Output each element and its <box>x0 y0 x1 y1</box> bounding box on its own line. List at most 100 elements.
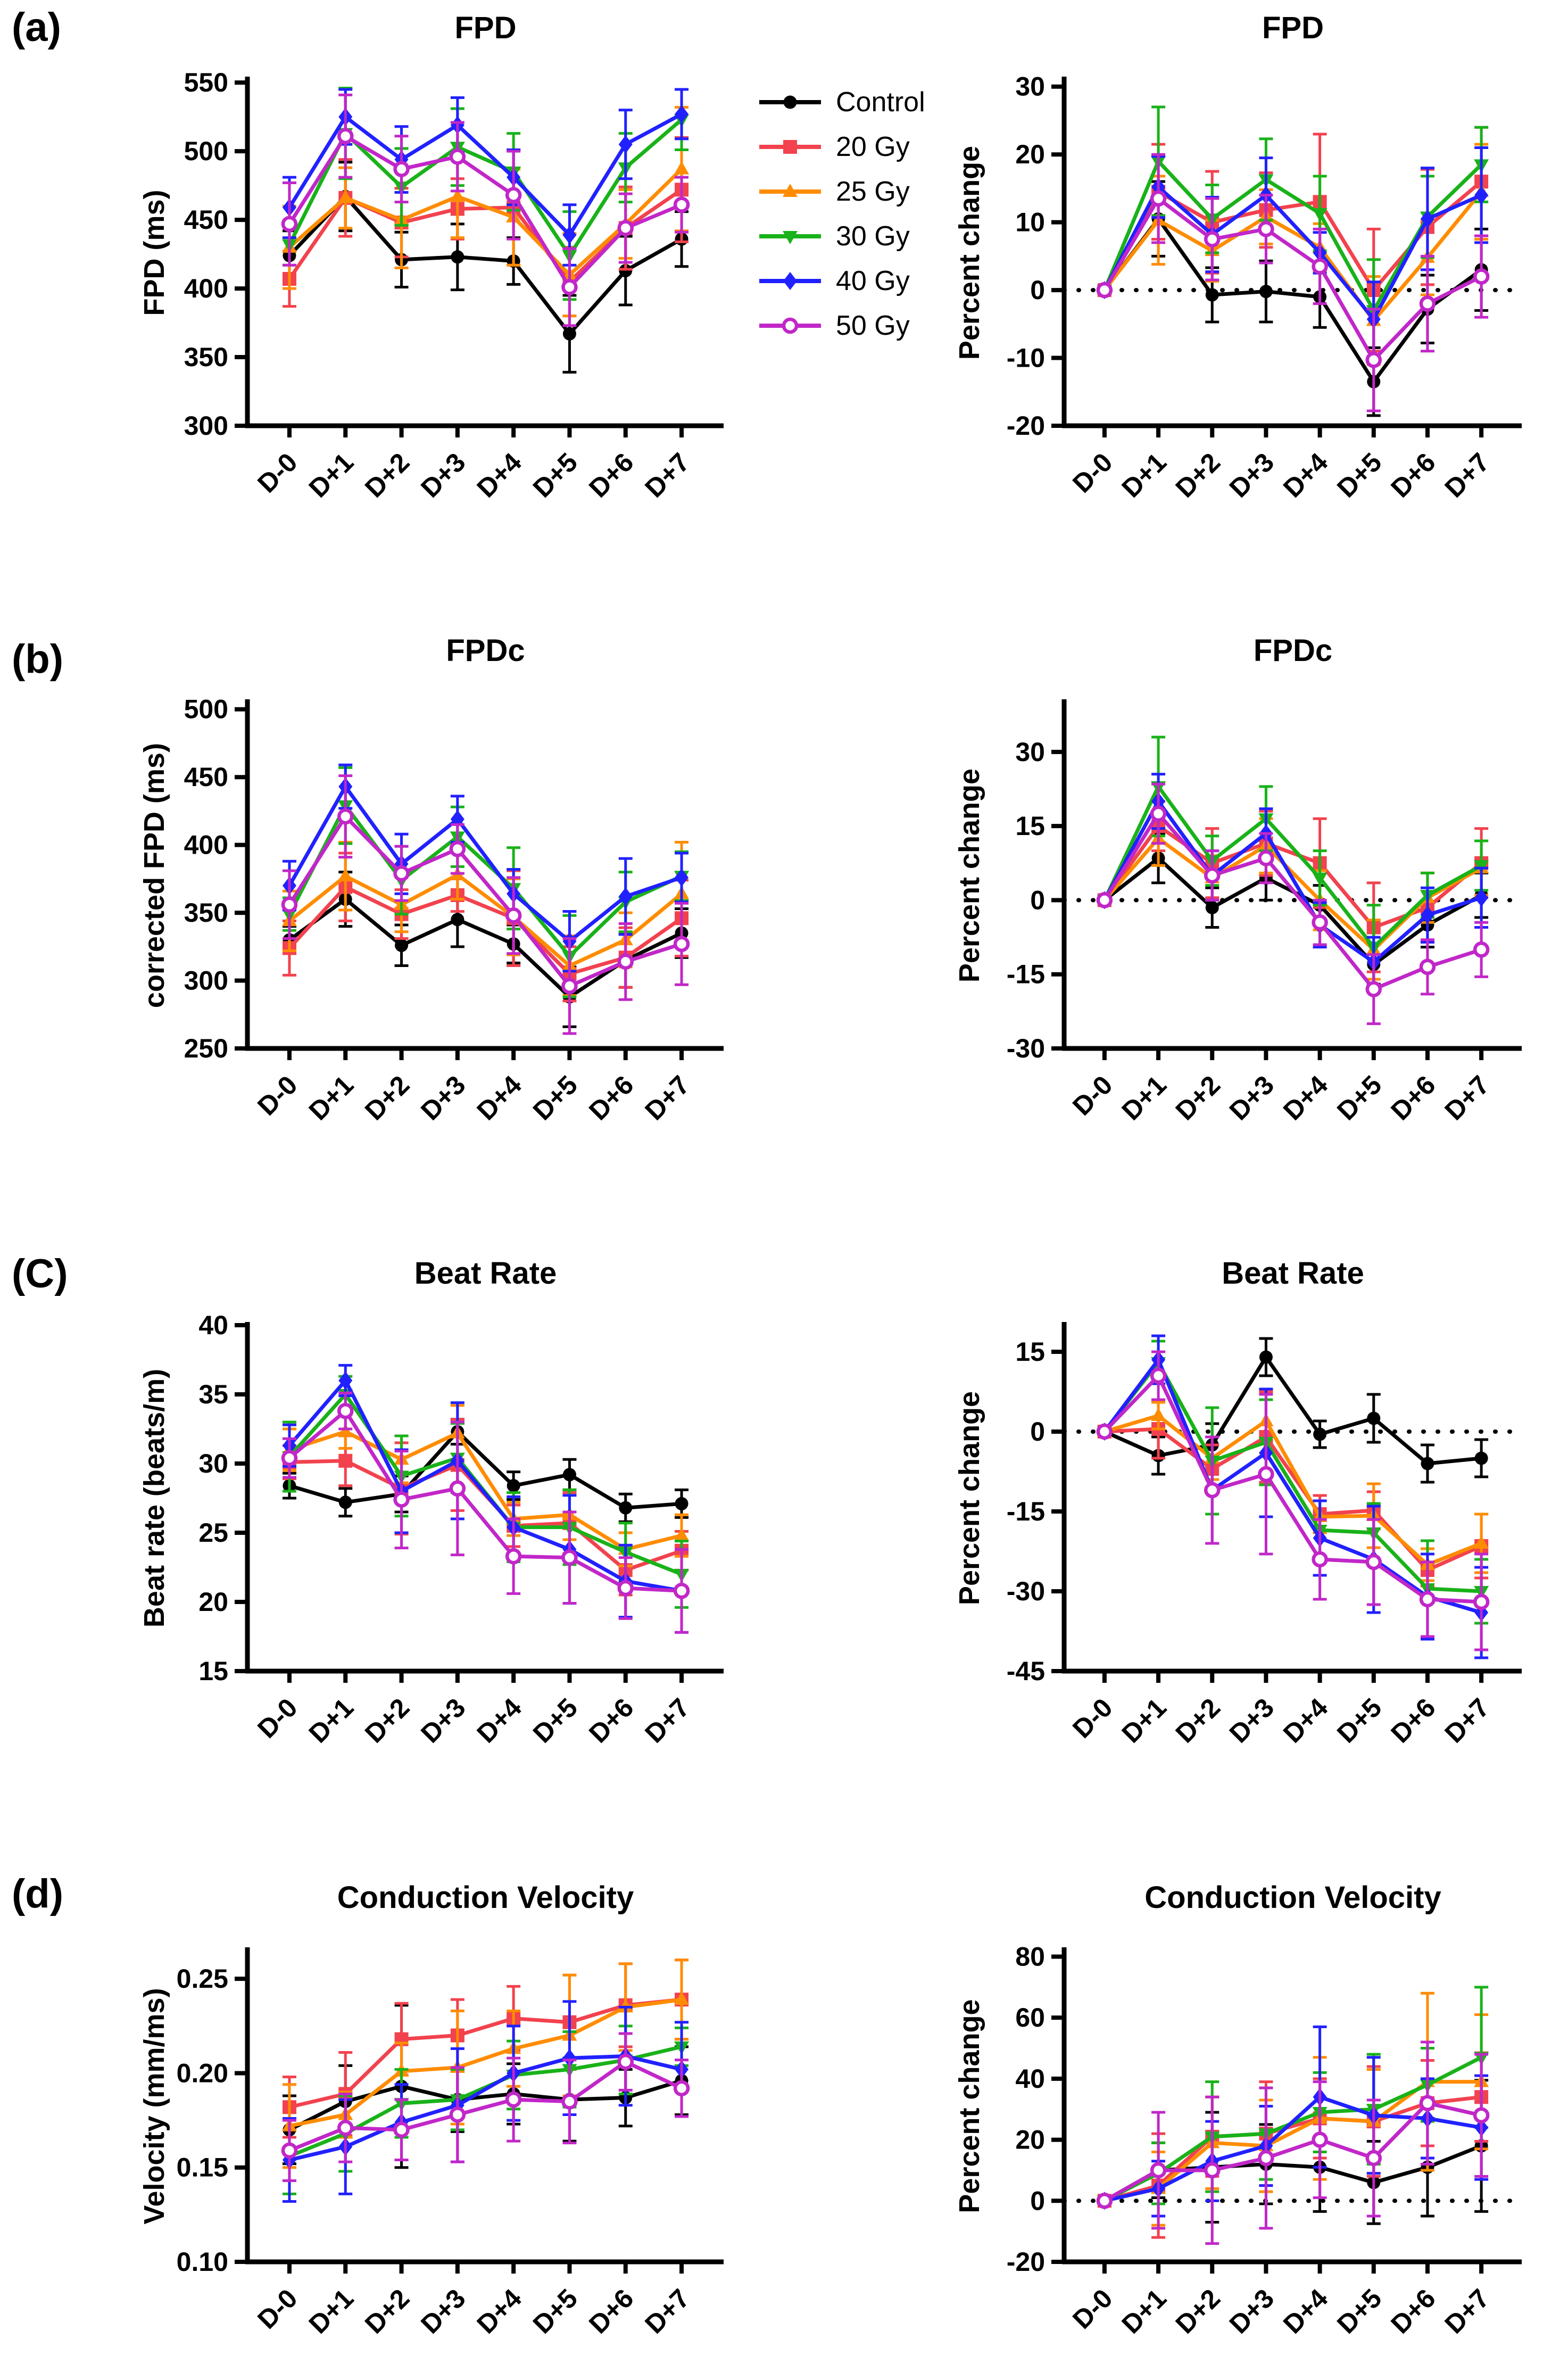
data-point-marker <box>561 1549 578 1566</box>
data-point-marker <box>1473 2107 1490 2123</box>
x-tick-label: D+4 <box>471 2283 527 2340</box>
data-point-marker <box>281 896 298 913</box>
data-point-marker <box>673 1582 690 1599</box>
x-tick-label: D+1 <box>303 447 359 503</box>
legend-label: 30 Gy <box>836 221 910 252</box>
data-point-marker <box>1259 285 1273 299</box>
data-point-marker <box>1473 1593 1490 1610</box>
data-point-marker <box>1204 2162 1221 2179</box>
data-point-marker <box>1150 190 1167 207</box>
x-tick-label: D+2 <box>1170 1070 1226 1126</box>
data-point-marker <box>561 279 578 295</box>
data-point-marker <box>1473 268 1490 285</box>
data-point-marker <box>1150 1367 1167 1384</box>
y-tick-label: 15 <box>1015 1337 1045 1367</box>
chart-title: FPD <box>1262 11 1324 45</box>
y-tick-label: 500 <box>184 695 228 724</box>
data-point-marker <box>395 938 409 952</box>
y-tick-label: 20 <box>1015 139 1045 169</box>
x-tick-label: D+6 <box>583 1692 639 1748</box>
data-point-marker <box>617 953 634 970</box>
data-point-marker <box>1419 958 1436 976</box>
data-point-marker <box>1151 1408 1166 1421</box>
data-point-marker <box>505 1548 522 1565</box>
data-point-marker <box>449 2106 466 2123</box>
panel-label-b: (b) <box>12 637 64 682</box>
legend-marker-icon <box>759 231 821 244</box>
data-point-marker <box>1258 850 1274 866</box>
x-tick-label: D+7 <box>1439 2283 1495 2339</box>
data-point-marker <box>1421 1457 1434 1470</box>
series-line <box>287 112 683 237</box>
data-point-marker <box>393 865 410 882</box>
data-point-marker <box>1365 2150 1382 2167</box>
series-line <box>1104 2095 1482 2203</box>
series-line <box>1104 1355 1482 1466</box>
chart-title: Beat Rate <box>1222 1256 1364 1291</box>
y-tick-label: 60 <box>1015 2003 1045 2032</box>
chart-title: FPDc <box>1254 633 1332 668</box>
y-tick-label: 550 <box>184 68 228 97</box>
data-point-marker <box>618 135 633 154</box>
y-tick-label: 30 <box>1015 737 1045 767</box>
chart-conduction-velocity-absolute: Conduction Velocity Velocity (mm/ms)0.10 0… <box>138 1880 724 2340</box>
data-point-marker <box>338 1424 353 1437</box>
data-point-marker <box>618 887 633 906</box>
series-line <box>288 168 683 277</box>
series-line <box>288 134 683 289</box>
y-tick-label: 35 <box>198 1379 228 1409</box>
data-point-marker <box>337 808 354 825</box>
data-point-marker <box>449 148 466 165</box>
y-axis-label: Percent change <box>953 1391 985 1605</box>
series-line <box>289 1997 682 2128</box>
x-tick-label: D+7 <box>1439 447 1495 503</box>
y-tick-label: -10 <box>1007 343 1045 373</box>
x-tick-label: D+4 <box>471 1070 527 1126</box>
data-point-marker <box>561 978 578 994</box>
data-point-marker <box>617 1580 634 1597</box>
data-point-marker <box>337 2120 354 2136</box>
x-tick-label: D+2 <box>1170 2283 1226 2339</box>
x-tick-label: D-0 <box>1067 1692 1118 1744</box>
data-point-marker <box>1473 941 1490 958</box>
data-point-marker <box>1474 186 1489 204</box>
legend-item-20-gy: 20 Gy <box>758 125 925 169</box>
y-tick-label: 0.20 <box>177 2058 228 2088</box>
chart-title: Beat Rate <box>414 1256 557 1291</box>
y-axis-label: Percent change <box>953 146 985 360</box>
data-point-marker <box>675 105 689 123</box>
data-point-marker <box>1205 900 1219 914</box>
x-tick-label: D+6 <box>1385 447 1441 503</box>
data-point-marker <box>562 327 576 341</box>
y-tick-label: 20 <box>198 1587 228 1617</box>
data-point-marker <box>505 2091 522 2108</box>
series-line <box>288 814 683 988</box>
y-tick-label: 40 <box>198 1310 228 1340</box>
series-line <box>288 1429 682 1551</box>
data-point-marker <box>783 184 798 197</box>
data-point-marker <box>1474 1451 1488 1465</box>
x-tick-label: D-0 <box>1067 1070 1118 1121</box>
data-point-marker <box>1474 1535 1489 1549</box>
data-point-marker <box>1150 2162 1167 2179</box>
x-tick-label: D+2 <box>359 2283 415 2339</box>
data-point-marker <box>561 2093 578 2110</box>
data-point-marker <box>450 188 465 202</box>
y-tick-label: 450 <box>184 762 228 792</box>
x-tick-label: D+1 <box>1116 2283 1172 2339</box>
data-point-marker <box>619 264 633 278</box>
legend-marker-icon <box>759 140 821 154</box>
series-line <box>1104 1414 1482 1567</box>
x-tick-label: D+2 <box>359 1070 415 1126</box>
x-tick-label: D+4 <box>1277 1070 1334 1126</box>
data-point-marker <box>783 272 797 290</box>
data-point-marker <box>505 907 522 924</box>
data-point-marker <box>281 1450 298 1466</box>
chart-title: Conduction Velocity <box>337 1880 634 1915</box>
x-tick-label: D+5 <box>1331 1070 1387 1126</box>
x-tick-label: D+6 <box>583 2283 639 2339</box>
x-tick-label: D+5 <box>527 447 583 503</box>
